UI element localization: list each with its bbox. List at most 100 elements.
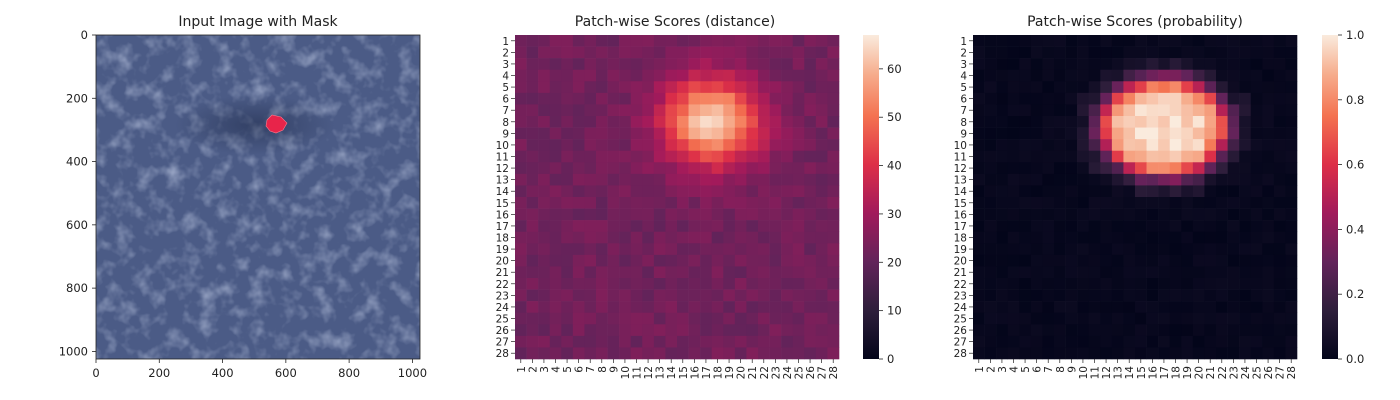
heatmap-cell bbox=[677, 92, 689, 105]
heatmap-cell bbox=[1262, 289, 1275, 302]
heatmap-cell bbox=[1285, 104, 1298, 117]
heatmap-cell bbox=[1077, 208, 1090, 221]
heatmap-cell bbox=[596, 266, 608, 279]
heatmap-cell bbox=[1192, 231, 1205, 244]
heatmap-cell bbox=[1273, 266, 1286, 279]
heatmap-cell bbox=[596, 185, 608, 198]
heatmap-cell bbox=[1239, 231, 1252, 244]
heatmap-cell bbox=[781, 220, 794, 233]
heatmap-cell bbox=[1169, 312, 1182, 325]
heatmap-cell bbox=[758, 139, 770, 152]
heatmap-cell bbox=[700, 254, 713, 267]
heatmap-cell bbox=[1192, 312, 1205, 325]
heatmap-cell bbox=[746, 185, 759, 198]
heatmap-cell bbox=[1030, 289, 1043, 302]
heatmap-ytick-label: 13 bbox=[954, 175, 967, 187]
heatmap-cell bbox=[700, 127, 713, 140]
heatmap-cell bbox=[1088, 197, 1101, 209]
heatmap-cell bbox=[1007, 185, 1020, 198]
heatmap-cell bbox=[711, 231, 724, 244]
heatmap-cell bbox=[723, 162, 736, 175]
heatmap-xtick-label: 7 bbox=[1043, 366, 1055, 373]
heatmap-cell bbox=[734, 220, 747, 233]
heatmap-cell bbox=[1077, 278, 1090, 290]
heatmap-cell bbox=[1030, 335, 1043, 348]
heatmap-cell bbox=[1111, 208, 1124, 221]
heatmap-cell bbox=[688, 150, 701, 163]
heatmap-cell bbox=[642, 139, 655, 152]
heatmap-cell bbox=[526, 185, 539, 198]
heatmap-cell bbox=[1216, 35, 1228, 47]
heatmap-cell bbox=[734, 324, 747, 337]
heatmap-cell bbox=[596, 289, 608, 302]
heatmap-cell bbox=[619, 35, 632, 47]
heatmap-cell bbox=[1146, 278, 1159, 290]
heatmap-cell bbox=[1019, 312, 1032, 325]
heatmap-cell bbox=[1007, 173, 1020, 186]
heatmap-cell bbox=[1135, 254, 1147, 267]
heatmap-cell bbox=[1273, 46, 1286, 59]
heatmap-cell bbox=[596, 347, 608, 360]
heatmap-cell bbox=[984, 278, 997, 290]
heatmap-cell bbox=[1239, 335, 1252, 348]
heatmap-cell bbox=[1204, 289, 1217, 302]
heatmap-cell bbox=[1285, 312, 1298, 325]
heatmap-cell bbox=[996, 185, 1009, 198]
heatmap-cell bbox=[746, 266, 759, 279]
heatmap-cell bbox=[769, 173, 782, 186]
heatmap-cell bbox=[700, 162, 713, 175]
heatmap-cell bbox=[630, 220, 643, 233]
heatmap-cell bbox=[677, 35, 689, 47]
heatmap-cell bbox=[1007, 46, 1020, 59]
heatmap-cell bbox=[677, 185, 689, 198]
heatmap-cell bbox=[607, 231, 620, 244]
heatmap-xtick-label: 16 bbox=[689, 366, 701, 380]
heatmap-cell bbox=[711, 104, 724, 117]
heatmap-cell bbox=[688, 81, 701, 94]
heatmap-cell bbox=[1123, 301, 1136, 314]
heatmap-cell bbox=[665, 46, 678, 59]
heatmap-cell bbox=[1181, 208, 1194, 221]
heatmap-cell bbox=[758, 35, 770, 47]
image-texture bbox=[96, 35, 420, 359]
heatmap-cell bbox=[973, 139, 985, 152]
heatmap-cell bbox=[1204, 139, 1217, 152]
heatmap-cell bbox=[584, 173, 597, 186]
heatmap-cell bbox=[561, 127, 574, 140]
heatmap-cell bbox=[1030, 301, 1043, 314]
heatmap-cell bbox=[711, 162, 724, 175]
heatmap-cell bbox=[815, 69, 828, 82]
heatmap-cell bbox=[827, 104, 840, 117]
heatmap-cell bbox=[630, 116, 643, 128]
heatmap-cell bbox=[561, 92, 574, 105]
heatmap-cell bbox=[1077, 312, 1090, 325]
heatmap-cell bbox=[1100, 266, 1113, 279]
heatmap-cell bbox=[1054, 335, 1066, 348]
heatmap-cell bbox=[1077, 347, 1090, 360]
heatmap-cell bbox=[1239, 208, 1252, 221]
heatmap-cell bbox=[1065, 58, 1078, 71]
heatmap-cell bbox=[1088, 69, 1101, 82]
heatmap-cell bbox=[827, 92, 840, 105]
heatmap-ytick-label: 4 bbox=[960, 71, 967, 83]
heatmap-cell bbox=[792, 92, 805, 105]
heatmap-cell bbox=[515, 139, 527, 152]
heatmap-cell bbox=[1100, 278, 1113, 290]
heatmap-cell bbox=[1007, 197, 1020, 209]
heatmap-cell bbox=[1019, 173, 1032, 186]
heatmap-cell bbox=[642, 347, 655, 360]
heatmap-cell bbox=[1227, 150, 1240, 163]
heatmap-cell bbox=[1088, 278, 1101, 290]
heatmap-cell bbox=[1111, 324, 1124, 337]
heatmap-xtick-label: 22 bbox=[759, 366, 771, 379]
heatmap-cell bbox=[619, 254, 632, 267]
heatmap-cell bbox=[1100, 243, 1113, 256]
heatmap-cell bbox=[1227, 81, 1240, 94]
heatmap-cell bbox=[1135, 116, 1147, 128]
heatmap-cell bbox=[1285, 220, 1298, 233]
heatmap-cell bbox=[1100, 127, 1113, 140]
heatmap-cell bbox=[596, 92, 608, 105]
heatmap-cell bbox=[1088, 301, 1101, 314]
heatmap-cell bbox=[1065, 335, 1078, 348]
heatmap-cell bbox=[746, 127, 759, 140]
